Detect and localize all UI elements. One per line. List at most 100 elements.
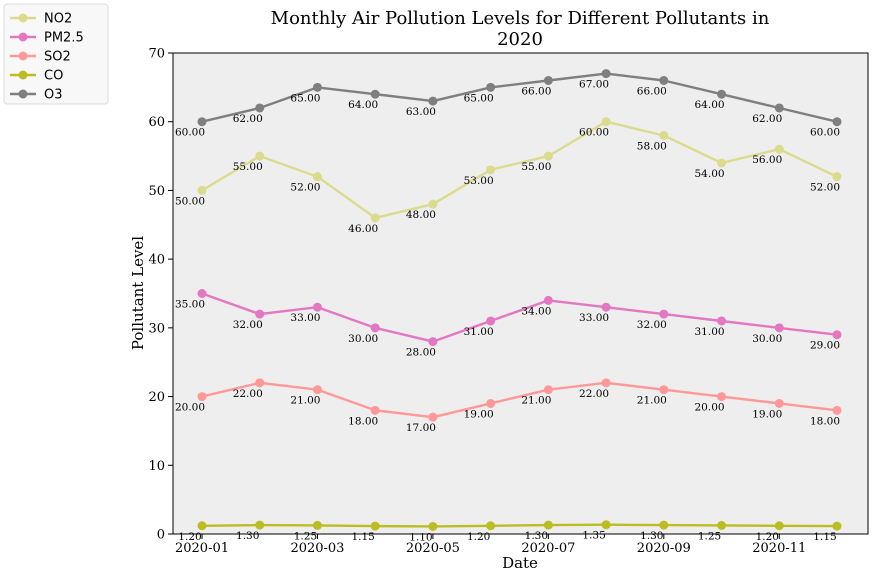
data-point [832,117,842,127]
data-label: 64.00 [695,99,725,111]
data-label: 1.30 [525,530,548,542]
data-point [486,316,496,326]
legend-marker [18,51,28,61]
data-label: 60.00 [810,127,840,139]
data-point [370,405,380,415]
data-label: 56.00 [752,154,782,166]
data-point [428,199,438,209]
data-label: 20.00 [175,402,205,414]
data-label: 60.00 [579,127,609,139]
data-point [370,89,380,99]
data-point [832,521,842,531]
series-line-pm25 [201,292,838,343]
data-point [774,521,784,531]
data-label: 20.00 [695,402,725,414]
legend-box [3,3,109,105]
data-label: 29.00 [810,340,840,352]
data-point [197,289,207,298]
y-axis-title: Pollutant Level [129,236,147,350]
data-label: 1.20 [467,531,490,543]
data-point [370,323,380,333]
data-label: 21.00 [290,395,320,407]
series-line-no2 [201,120,838,220]
data-label: 1.15 [351,531,374,543]
data-label: 53.00 [464,175,494,187]
data-point [601,378,611,388]
legend-label: CO [44,69,63,84]
data-point [255,151,265,161]
y-axis: 0 10 20 30 40 50 60 70 [148,47,173,543]
data-label: 22.00 [233,388,263,400]
data-point [370,521,380,531]
y-tick-label: 60 [148,115,165,130]
data-point [255,103,265,113]
data-point [717,89,727,99]
data-point [486,398,496,408]
legend-marker [18,70,28,80]
data-label: 32.00 [233,319,263,331]
chart-title-line-1: Monthly Air Pollution Levels for Differe… [271,8,770,29]
y-tick-label: 0 [157,528,165,543]
data-point [543,75,553,85]
data-label: 1.25 [294,530,317,542]
data-point [832,405,842,415]
x-axis-title: Date [502,554,538,572]
y-tick-label: 40 [148,253,165,268]
data-point [370,213,380,223]
data-point [486,82,496,92]
data-point [486,165,496,175]
data-point [197,521,207,531]
data-point [255,520,265,530]
data-point [774,398,784,408]
data-point [312,302,322,312]
data-label: 54.00 [695,168,725,180]
data-label: 63.00 [406,106,436,118]
data-point [197,392,207,402]
data-point [543,385,553,395]
data-point [832,172,842,182]
data-label: 65.00 [464,92,494,104]
data-label: 31.00 [464,326,494,338]
data-point [312,520,322,530]
data-point [197,117,207,127]
data-label: 67.00 [579,79,609,91]
series-layer [197,69,842,531]
data-label: 30.00 [348,333,378,345]
data-label: 52.00 [290,182,320,194]
data-point [717,316,727,326]
data-point [659,520,669,530]
data-label: 28.00 [406,347,436,359]
data-label: 1.10 [409,531,432,543]
data-point [717,520,727,530]
data-label: 1.20 [756,531,779,543]
x-tick-label: 2020-01 [175,541,229,556]
data-point [601,302,611,312]
y-tick-label: 20 [148,390,165,405]
x-tick-label: 2020-03 [290,541,344,556]
data-label: 35.00 [175,299,205,311]
data-point [312,172,322,182]
data-label: 55.00 [233,161,263,173]
legend-marker [18,89,28,99]
data-label: 19.00 [752,408,782,420]
data-label: 1.30 [640,530,663,542]
data-point [601,520,611,530]
x-tick-label: 2020-09 [637,541,691,556]
data-point [659,130,669,140]
data-label: 46.00 [348,223,378,235]
data-label: 66.00 [637,85,667,97]
data-point [428,96,438,106]
data-point [774,103,784,113]
data-point [717,158,727,168]
plot-area [172,52,869,535]
data-label: 33.00 [290,312,320,324]
data-point [832,330,842,340]
data-label: 1.15 [813,531,836,543]
data-point [428,412,438,422]
data-point [543,151,553,161]
data-label: 18.00 [348,415,378,427]
data-point [659,75,669,85]
series-line-o3 [201,72,838,123]
data-label: 62.00 [233,113,263,125]
